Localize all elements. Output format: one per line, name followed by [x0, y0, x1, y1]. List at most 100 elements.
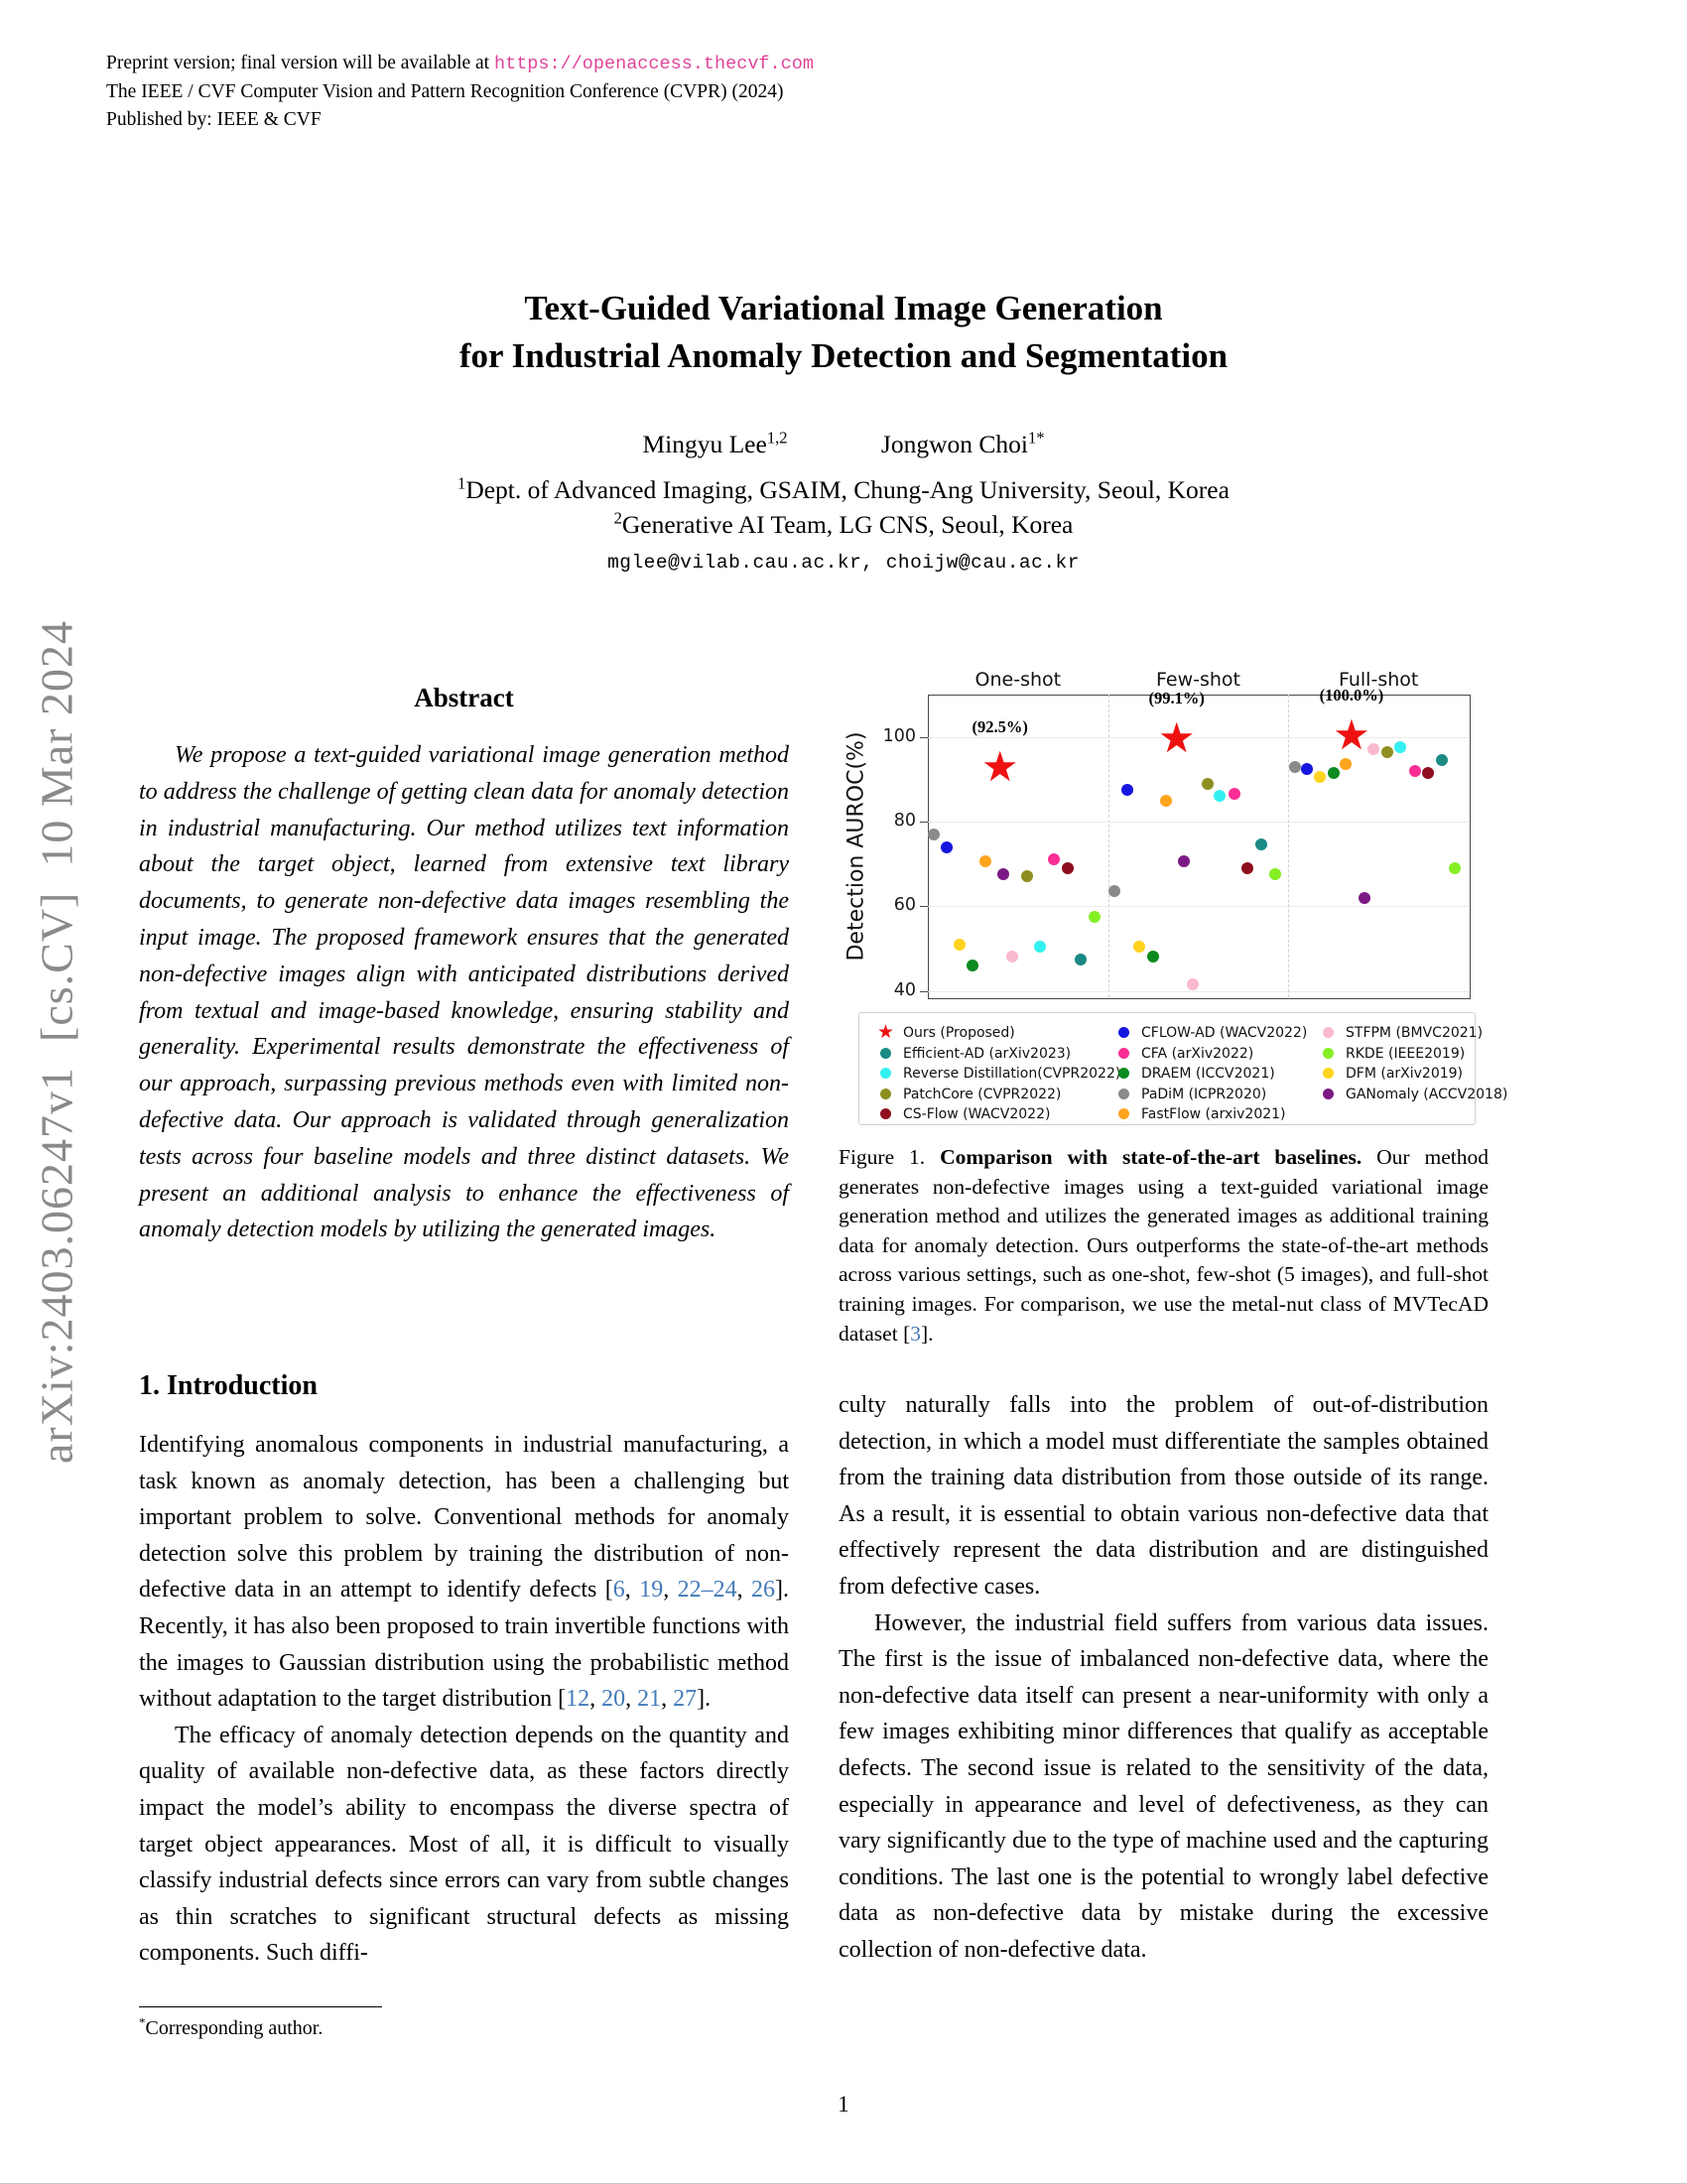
scatter-dot — [1108, 885, 1121, 898]
paper-title-line1: Text-Guided Variational Image Generation — [524, 289, 1163, 327]
legend-item: CS-Flow (WACV2022) — [903, 1106, 1051, 1123]
footnote-rule — [139, 2006, 382, 2007]
affiliation-1-sup: 1 — [457, 473, 466, 493]
scatter-dot — [1201, 777, 1214, 790]
scatter-dot — [997, 868, 1010, 881]
scatter-dot — [1381, 745, 1394, 758]
footnote-label: Corresponding author. — [145, 2017, 324, 2039]
preprint-line1: Preprint version; final version will be … — [106, 50, 860, 78]
affiliation-1: 1Dept. of Advanced Imaging, GSAIM, Chung… — [0, 475, 1687, 505]
scatter-dot — [1159, 794, 1172, 807]
chart-gridline-h — [928, 736, 1469, 738]
panel-divider — [1107, 695, 1109, 997]
legend-item: CFA (arXiv2022) — [1141, 1045, 1254, 1062]
citation-link[interactable]: 12 — [566, 1686, 590, 1713]
citation-link[interactable]: 27 — [673, 1686, 698, 1713]
legend-dot-marker — [880, 1068, 891, 1080]
scatter-dot — [1422, 766, 1435, 779]
legend-star-marker: ★ — [877, 1021, 895, 1043]
scatter-dot — [1408, 764, 1421, 777]
right-column-body: culty naturally falls into the problem o… — [839, 1387, 1489, 1969]
citation-link[interactable]: 6 — [612, 1577, 625, 1604]
ours-star: ★ — [1333, 709, 1370, 759]
intro-paragraph-2: The efficacy of anomaly detection depend… — [139, 1722, 789, 1967]
star-annotation: (100.0%) — [1319, 685, 1384, 705]
chart-gridline-h — [928, 821, 1469, 823]
citation-link[interactable]: 21 — [637, 1686, 662, 1713]
introduction-body: Identifying anomalous components in indu… — [139, 1427, 789, 1972]
scatter-dot — [1048, 853, 1061, 866]
scatter-dot — [1435, 754, 1448, 767]
legend-dot-marker — [1323, 1088, 1334, 1099]
preprint-note: Preprint version; final version will be … — [106, 53, 494, 73]
ours-star: ★ — [1157, 713, 1196, 763]
scatter-dot — [1314, 771, 1327, 784]
scatter-dot — [967, 960, 979, 971]
author-1-sup: 1,2 — [766, 428, 788, 448]
legend-dot-marker — [1118, 1027, 1129, 1038]
scatter-dot — [1020, 870, 1033, 883]
figure-1-caption: Figure 1. Comparison with state-of-the-a… — [839, 1143, 1489, 1349]
preprint-header: Preprint version; final version will be … — [106, 50, 860, 134]
y-tick-label: 100 — [882, 725, 916, 746]
legend-item: CFLOW-AD (WACV2022) — [1141, 1025, 1308, 1041]
legend-item: Ours (Proposed) — [903, 1025, 1015, 1041]
legend-item: PatchCore (CVPR2022) — [903, 1086, 1062, 1102]
y-tick-mark — [920, 736, 928, 738]
scatter-dot — [1228, 788, 1240, 801]
scatter-dot — [1187, 978, 1200, 991]
citation-link[interactable]: 3 — [910, 1321, 921, 1346]
caption-prefix: Figure 1. — [839, 1145, 941, 1169]
affiliation-2: 2Generative AI Team, LG CNS, Seoul, Kore… — [0, 510, 1687, 540]
panel-title-full-shot: Full-shot — [1338, 669, 1419, 691]
scatter-dot — [953, 938, 966, 951]
scatter-dot — [1340, 758, 1353, 771]
y-tick-label: 60 — [893, 895, 916, 916]
y-tick-label: 80 — [893, 810, 916, 831]
legend-item: PaDiM (ICPR2020) — [1141, 1086, 1267, 1102]
citation-link[interactable]: 26 — [751, 1577, 776, 1604]
scatter-dot — [1301, 762, 1314, 775]
footnote: *Corresponding author. — [139, 2006, 789, 2040]
ours-star: ★ — [980, 741, 1019, 791]
preprint-line3: Published by: IEEE & CVF — [106, 109, 322, 130]
star-annotation: (92.5%) — [972, 716, 1028, 736]
legend-item: Efficient-AD (arXiv2023) — [903, 1045, 1072, 1062]
legend-item: GANomaly (ACCV2018) — [1346, 1086, 1508, 1102]
scatter-dot — [1288, 760, 1301, 773]
star-annotation: (99.1%) — [1148, 689, 1205, 708]
citation-link[interactable]: 22–24 — [677, 1577, 737, 1604]
scatter-dot — [1006, 951, 1019, 964]
citation-link[interactable]: 20 — [601, 1686, 626, 1713]
citation-link[interactable]: 19 — [639, 1577, 664, 1604]
introduction-heading: 1. Introduction — [139, 1370, 318, 1401]
legend-dot-marker — [1323, 1047, 1334, 1059]
scatter-dot — [1393, 741, 1406, 754]
scatter-dot — [1061, 861, 1074, 874]
panel-divider — [1288, 695, 1290, 997]
legend-item: DFM (arXiv2019) — [1346, 1066, 1464, 1083]
scatter-dot — [1449, 861, 1462, 874]
openaccess-url-link[interactable]: https://openaccess.thecvf.com — [493, 54, 814, 74]
panel-title-one-shot: One-shot — [974, 669, 1062, 691]
affiliation-2-sup: 2 — [613, 508, 622, 528]
scatter-dot — [979, 855, 992, 868]
scatter-dot — [1358, 891, 1370, 904]
legend-item: DRAEM (ICCV2021) — [1141, 1066, 1275, 1083]
author-list: Mingyu Lee1,2 Jongwon Choi1* — [0, 430, 1687, 459]
legend-item: RKDE (IEEE2019) — [1346, 1045, 1466, 1062]
y-axis-label: Detection AUROC(%) — [844, 730, 869, 962]
scatter-dot — [1033, 940, 1046, 953]
author-1: Mingyu Lee1,2 — [642, 430, 787, 459]
scatter-dot — [1120, 783, 1133, 796]
legend-dot-marker — [1118, 1047, 1129, 1059]
preprint-line2: The IEEE / CVF Computer Vision and Patte… — [106, 81, 784, 102]
scatter-dot — [1241, 861, 1254, 874]
legend-dot-marker — [1323, 1027, 1334, 1038]
scatter-dot — [1075, 953, 1088, 965]
scatter-dot — [928, 828, 941, 840]
intro-paragraph-1: Identifying anomalous components in indu… — [139, 1432, 790, 1713]
scatter-dot — [1268, 868, 1281, 881]
scatter-dot — [1255, 838, 1268, 851]
